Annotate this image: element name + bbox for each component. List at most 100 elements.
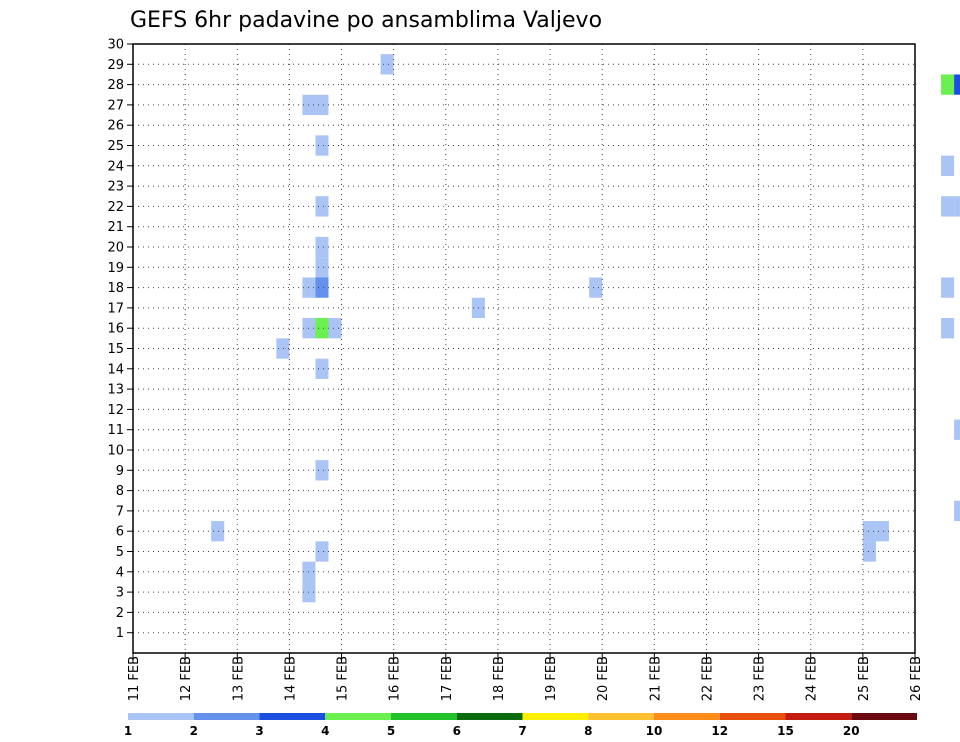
precip-cell bbox=[315, 541, 329, 562]
x-tick-label: 19 FEB bbox=[544, 656, 559, 701]
legend-label: 6 bbox=[453, 724, 461, 738]
y-tick-label: 14 bbox=[107, 362, 124, 377]
x-tick-label: 16 FEB bbox=[388, 656, 403, 701]
y-tick-label: 8 bbox=[116, 484, 124, 499]
legend-swatch bbox=[851, 713, 917, 720]
y-tick-label: 24 bbox=[107, 159, 124, 174]
precip-cell bbox=[875, 521, 889, 542]
precip-cell bbox=[315, 236, 329, 258]
precip-cell bbox=[941, 277, 955, 298]
y-tick-label: 26 bbox=[107, 119, 124, 134]
precip-cell bbox=[315, 135, 329, 156]
legend-label: 7 bbox=[518, 724, 526, 738]
legend-swatch bbox=[325, 713, 391, 720]
y-tick-label: 15 bbox=[107, 342, 124, 357]
x-tick-label: 18 FEB bbox=[492, 656, 507, 701]
y-tick-label: 19 bbox=[107, 261, 124, 276]
y-tick-label: 27 bbox=[107, 98, 124, 113]
x-tick-label: 21 FEB bbox=[648, 656, 663, 701]
x-tick-label: 26 FEB bbox=[909, 656, 924, 701]
precip-cell bbox=[941, 196, 955, 217]
legend-swatch bbox=[654, 713, 720, 720]
legend-label: 8 bbox=[584, 724, 592, 738]
y-tick-label: 25 bbox=[107, 139, 124, 154]
precip-cell bbox=[941, 318, 955, 339]
legend-swatch bbox=[719, 713, 786, 720]
y-tick-label: 13 bbox=[107, 383, 124, 398]
legend-label: 15 bbox=[777, 724, 794, 738]
legend-label: 12 bbox=[711, 724, 728, 738]
precip-cell bbox=[941, 155, 955, 176]
legend-swatch bbox=[522, 713, 589, 720]
y-tick-label: 4 bbox=[116, 565, 124, 580]
y-tick-label: 17 bbox=[107, 301, 124, 316]
x-tick-label: 23 FEB bbox=[753, 656, 768, 701]
y-tick-label: 28 bbox=[107, 78, 124, 93]
precip-cell bbox=[276, 338, 290, 359]
precip-cell bbox=[315, 318, 329, 339]
y-tick-label: 3 bbox=[116, 586, 124, 601]
y-tick-label: 5 bbox=[116, 545, 124, 560]
precip-cell bbox=[315, 94, 329, 116]
legend-swatch bbox=[391, 713, 457, 720]
y-tick-label: 2 bbox=[116, 606, 124, 621]
y-tick-label: 1 bbox=[116, 626, 124, 641]
x-axis: 11 FEB 12 FEB 13 FEB 14 FEB 15 FEB 16 FEB 17 F… bbox=[127, 653, 924, 701]
precip-cell bbox=[954, 196, 960, 217]
legend-swatch bbox=[128, 713, 194, 720]
x-tick-label: 22 FEB bbox=[700, 656, 715, 701]
y-tick-label: 23 bbox=[107, 180, 124, 195]
y-tick-label: 10 bbox=[107, 444, 124, 459]
legend-swatch bbox=[785, 713, 852, 720]
y-tick-label: 22 bbox=[107, 200, 124, 215]
x-tick-label: 12 FEB bbox=[179, 656, 194, 701]
precip-cell bbox=[862, 521, 876, 542]
precip-cell bbox=[211, 521, 225, 542]
precip-cell bbox=[954, 74, 960, 95]
precip-cell bbox=[941, 74, 955, 95]
y-tick-label: 7 bbox=[116, 504, 124, 519]
y-tick-label: 12 bbox=[107, 403, 124, 418]
y-tick-label: 16 bbox=[107, 322, 124, 337]
grid-layer bbox=[133, 44, 915, 653]
precip-cell bbox=[315, 277, 329, 298]
legend-label: 10 bbox=[646, 724, 663, 738]
legend-label: 4 bbox=[321, 724, 329, 738]
y-tick-label: 21 bbox=[107, 220, 124, 235]
x-tick-label: 15 FEB bbox=[336, 656, 351, 701]
x-tick-label: 20 FEB bbox=[596, 656, 611, 701]
x-tick-label: 25 FEB bbox=[857, 656, 872, 701]
legend-label: 1 bbox=[124, 724, 132, 738]
precip-cell bbox=[328, 318, 342, 339]
color-legend: 1 2 3 4 5 6 7 8 10 12 15 20 bbox=[124, 713, 917, 738]
y-tick-label: 20 bbox=[107, 241, 124, 256]
precip-cell bbox=[589, 277, 603, 298]
y-tick-label: 18 bbox=[107, 281, 124, 296]
y-tick-label: 30 bbox=[107, 38, 124, 53]
cell-layer bbox=[211, 54, 960, 603]
precip-cell bbox=[380, 54, 394, 75]
precip-cell bbox=[315, 257, 329, 278]
precip-cell bbox=[315, 196, 329, 217]
x-tick-label: 17 FEB bbox=[440, 656, 455, 701]
precip-cell bbox=[954, 500, 960, 522]
precip-cell bbox=[862, 541, 876, 562]
x-tick-label: 24 FEB bbox=[805, 656, 820, 701]
precip-cell bbox=[315, 358, 329, 379]
y-axis: 1234567891011121314151617181920212223242… bbox=[107, 38, 133, 641]
legend-swatch bbox=[259, 713, 326, 720]
x-tick-label: 11 FEB bbox=[127, 656, 142, 701]
y-tick-label: 29 bbox=[107, 58, 124, 73]
precip-cell bbox=[315, 460, 329, 481]
legend-swatch bbox=[456, 713, 523, 720]
legend-swatch bbox=[193, 713, 260, 720]
x-tick-label: 14 FEB bbox=[283, 656, 298, 701]
legend-swatch bbox=[588, 713, 654, 720]
legend-label: 5 bbox=[387, 724, 395, 738]
x-tick-label: 13 FEB bbox=[231, 656, 246, 701]
y-tick-label: 9 bbox=[116, 464, 124, 479]
precip-cell bbox=[954, 419, 960, 440]
legend-label: 20 bbox=[843, 724, 860, 738]
chart-title: GEFS 6hr padavine po ansamblima Valjevo bbox=[130, 8, 602, 33]
